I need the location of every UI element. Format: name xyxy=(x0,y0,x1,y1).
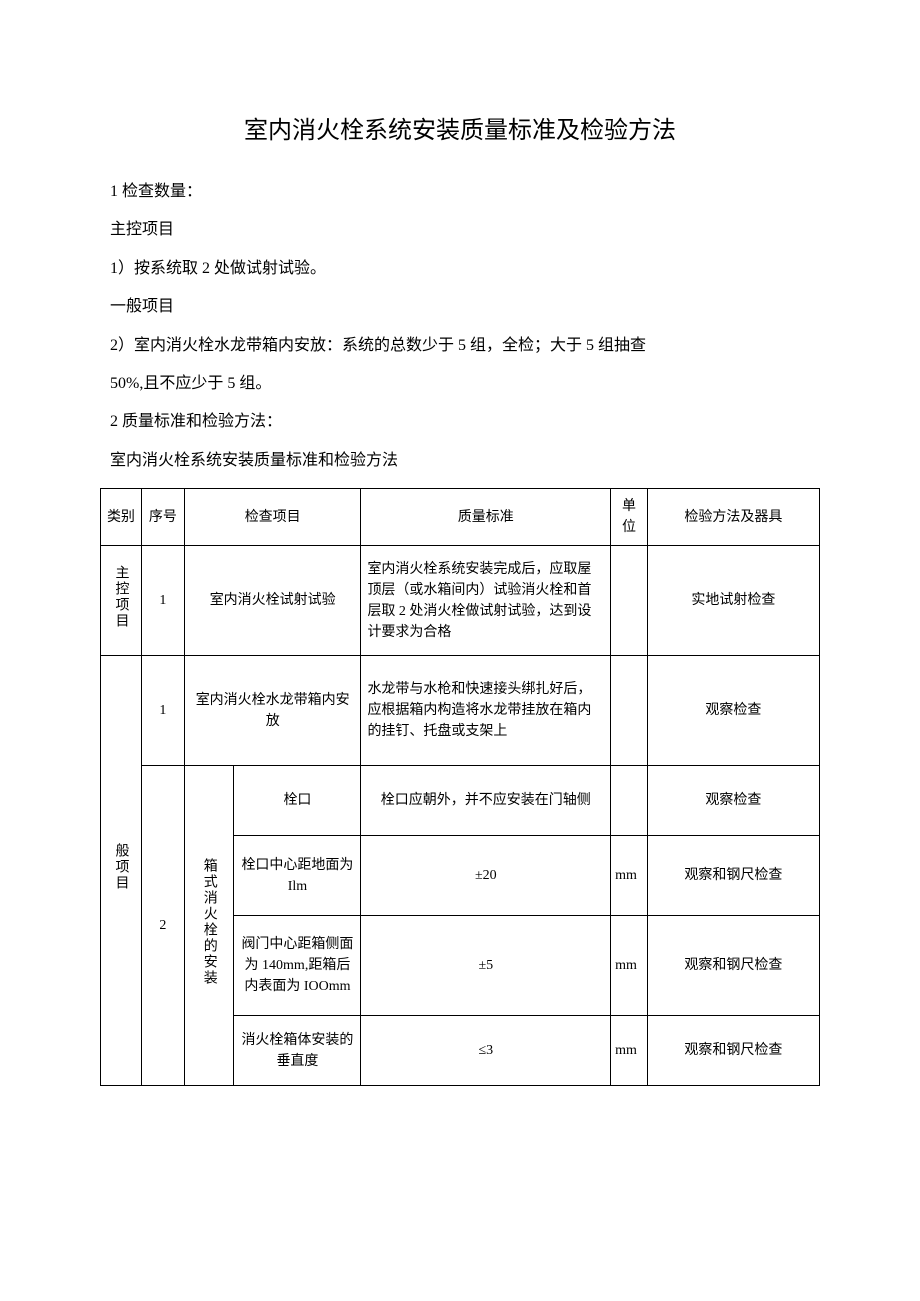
th-unit: 单位 xyxy=(611,489,648,546)
cell-item: 室内消火栓试射试验 xyxy=(184,546,361,656)
cell-category-general: 般项目 xyxy=(101,656,142,1086)
cell-method: 观察和钢尺检查 xyxy=(647,916,819,1016)
para-2: 主控项目 xyxy=(110,211,820,249)
page-title: 室内消火栓系统安装质量标准及检验方法 xyxy=(100,110,820,145)
cell-method: 观察和钢尺检查 xyxy=(647,836,819,916)
body-text: 1 检查数量： 主控项目 1）按系统取 2 处做试射试验。 一般项目 2）室内消… xyxy=(110,173,820,480)
cell-category-main: 主控项目 xyxy=(101,546,142,656)
cell-standard: 水龙带与水枪和快速接头绑扎好后，应根据箱内构造将水龙带挂放在箱内的挂钉、托盘或支… xyxy=(361,656,611,766)
group-text: 箱式消火栓的安装 xyxy=(199,858,220,986)
cell-item: 室内消火栓水龙带箱内安放 xyxy=(184,656,361,766)
cell-subitem: 栓口 xyxy=(234,766,361,836)
cell-unit: mm xyxy=(611,916,648,1016)
cell-subitem: 阀门中心距箱侧面为 140mm,距箱后内表面为 IOOmm xyxy=(234,916,361,1016)
cell-standard: ±5 xyxy=(361,916,611,1016)
cell-method: 观察检查 xyxy=(647,766,819,836)
th-category: 类别 xyxy=(101,489,142,546)
document-page: 室内消火栓系统安装质量标准及检验方法 1 检查数量： 主控项目 1）按系统取 2… xyxy=(0,0,920,1126)
table-row: 主控项目 1 室内消火栓试射试验 室内消火栓系统安装完成后，应取屋顶层（或水箱间… xyxy=(101,546,820,656)
th-method: 检验方法及器具 xyxy=(647,489,819,546)
cell-group: 箱式消火栓的安装 xyxy=(184,766,234,1086)
cell-unit: mm xyxy=(611,1016,648,1086)
cat-general-text: 般项目 xyxy=(110,843,131,891)
cell-unit: mm xyxy=(611,836,648,916)
th-standard: 质量标准 xyxy=(361,489,611,546)
para-8: 室内消火栓系统安装质量标准和检验方法 xyxy=(110,442,820,480)
para-5: 2）室内消火栓水龙带箱内安放：系统的总数少于 5 组，全检；大于 5 组抽查 xyxy=(110,327,820,365)
para-7: 2 质量标准和检验方法： xyxy=(110,403,820,441)
para-4: 一般项目 xyxy=(110,288,820,326)
cell-method: 实地试射检查 xyxy=(647,546,819,656)
para-1: 1 检查数量： xyxy=(110,173,820,211)
cell-seq: 1 xyxy=(141,656,184,766)
cell-unit xyxy=(611,766,648,836)
cell-standard: ±20 xyxy=(361,836,611,916)
cell-subitem: 消火栓箱体安装的垂直度 xyxy=(234,1016,361,1086)
cell-unit xyxy=(611,546,648,656)
cell-standard: 室内消火栓系统安装完成后，应取屋顶层（或水箱间内）试验消火栓和首层取 2 处消火… xyxy=(361,546,611,656)
cell-unit xyxy=(611,656,648,766)
table-row: 般项目 1 室内消火栓水龙带箱内安放 水龙带与水枪和快速接头绑扎好后，应根据箱内… xyxy=(101,656,820,766)
th-item: 检查项目 xyxy=(184,489,361,546)
table-header-row: 类别 序号 检查项目 质量标准 单位 检验方法及器具 xyxy=(101,489,820,546)
standards-table: 类别 序号 检查项目 质量标准 单位 检验方法及器具 主控项目 1 室内消火栓试… xyxy=(100,488,820,1086)
cell-seq: 2 xyxy=(141,766,184,1086)
cell-subitem: 栓口中心距地面为Ilm xyxy=(234,836,361,916)
table-row: 2 箱式消火栓的安装 栓口 栓口应朝外，并不应安装在门轴侧 观察检查 xyxy=(101,766,820,836)
cell-standard: ≤3 xyxy=(361,1016,611,1086)
para-6: 50%,且不应少于 5 组。 xyxy=(110,365,820,403)
cell-method: 观察和钢尺检查 xyxy=(647,1016,819,1086)
cell-seq: 1 xyxy=(141,546,184,656)
cell-standard: 栓口应朝外，并不应安装在门轴侧 xyxy=(361,766,611,836)
th-seq: 序号 xyxy=(141,489,184,546)
cell-method: 观察检查 xyxy=(647,656,819,766)
cat-main-text: 主控项目 xyxy=(110,565,131,629)
para-3: 1）按系统取 2 处做试射试验。 xyxy=(110,250,820,288)
